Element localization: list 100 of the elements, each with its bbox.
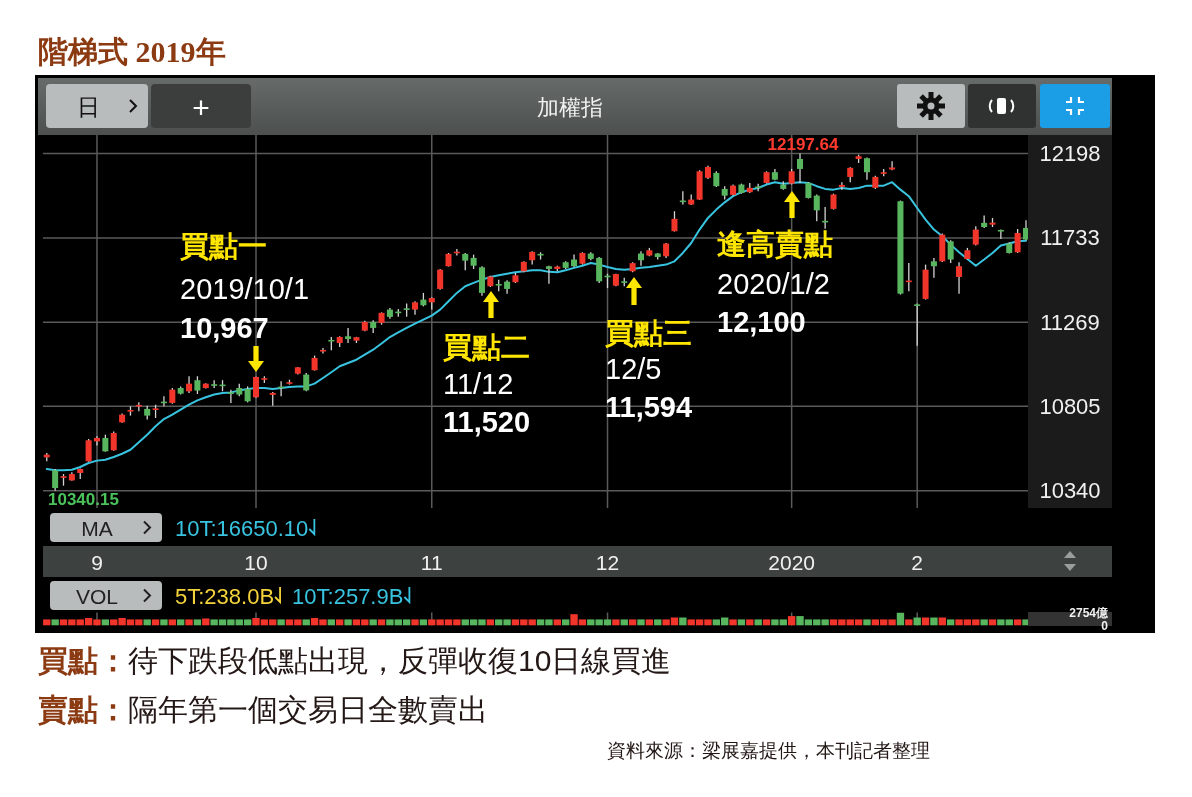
annotation: 買點二 11/12 11,520 [443,331,531,438]
x-tick-label: 10 [244,550,268,574]
bar [302,619,310,626]
text: 買點：待下跌段低點出現，反彈收復10日線買進 [38,644,672,677]
bar [1022,619,1028,626]
bar [762,619,771,626]
y-tick-label: 11733 [1040,225,1100,251]
bar [946,619,955,626]
candlestick [110,430,117,452]
text: 10T:257.9B [292,583,404,609]
chart-subtitle: 加權指 [537,94,603,120]
y-tick-label: 10805 [1039,393,1101,419]
source-note: 資料來源：梁展嘉提供，本刊記者整理 [607,740,930,761]
candlestick [889,160,896,171]
candlestick [914,302,921,347]
candlestick [947,239,954,264]
y-tick-label: 2754億 [1069,605,1109,620]
bar [344,619,352,626]
text: MA [81,517,113,540]
bar [679,617,687,626]
chart-title: 階梯式 2019年 [38,35,226,68]
bar [561,619,570,626]
bar [729,619,737,626]
candlestick [838,181,845,191]
x-tick-label: 2 [911,550,924,574]
bar [863,619,871,626]
candlestick [797,152,804,184]
bar [553,619,561,626]
bar [185,619,193,626]
bar [411,619,419,626]
candlestick [956,261,963,295]
bar [930,617,938,626]
bar [980,619,988,626]
bar [905,619,913,626]
candlestick [997,228,1004,240]
bar [419,619,428,626]
bar [151,619,160,626]
candlestick [813,193,820,222]
bar [737,619,746,626]
candlestick [596,256,603,284]
text: VOL [76,585,119,608]
bar [202,618,210,626]
candlestick [930,257,937,279]
candlestick [345,327,352,344]
text: + [192,90,210,124]
x-tick-label: 11 [420,550,443,574]
bar [377,619,386,626]
y-tick-label: 11269 [1040,309,1100,335]
bar [746,619,754,626]
candlestick [303,372,310,392]
candlestick [981,214,988,229]
line-series [45,181,1027,472]
y-tick-label: 10340 [1039,478,1101,504]
candlestick [437,268,444,291]
candlestick [319,347,326,355]
candlestick [227,389,234,404]
bar [277,619,285,626]
bar [43,619,51,626]
text: 10T:16650.10 [175,515,309,541]
candlestick [85,438,92,463]
bar [101,619,110,626]
candlestick [671,210,678,233]
text: 5T:238.0B [175,583,275,609]
candlestick [545,265,552,285]
bar [787,616,796,626]
x-tick-label: 9 [91,550,103,574]
y-tick-label: 0 [1101,618,1109,633]
bar [168,619,176,626]
bar [620,619,628,626]
y-tick-label: 12198 [1039,141,1101,167]
bar [336,619,344,626]
bar [754,619,762,626]
bar [988,619,997,626]
annotation: 逢高賣點 2020/1/2 12,100 [717,228,833,338]
annotation: 買點三 12/5 11,594 [605,317,693,423]
x-tick-label: 12 [595,550,620,574]
text: 日 [77,94,101,120]
candlestick [637,250,645,267]
bar [637,619,645,626]
annotation: 12197.64 [767,135,839,154]
bar [193,619,202,626]
bar [327,619,336,626]
bar [486,619,495,626]
bar [612,619,620,626]
candlestick [52,468,59,492]
annotation: 10340.15 [48,490,119,509]
candlestick [972,225,979,247]
bar [143,619,151,626]
bar [645,619,654,626]
annotation: 買點一 2019/10/1 10,967 [180,230,310,344]
bar [51,619,59,626]
bar [654,619,662,626]
bar [369,619,377,626]
bar [160,619,168,626]
text: 賣點：隔年第一個交易日全數賣出 [37,693,488,726]
candlestick [1014,228,1021,254]
bar [1013,619,1022,626]
bar [628,619,637,626]
bar [177,619,185,626]
x-tick-label: 2020 [768,550,816,574]
